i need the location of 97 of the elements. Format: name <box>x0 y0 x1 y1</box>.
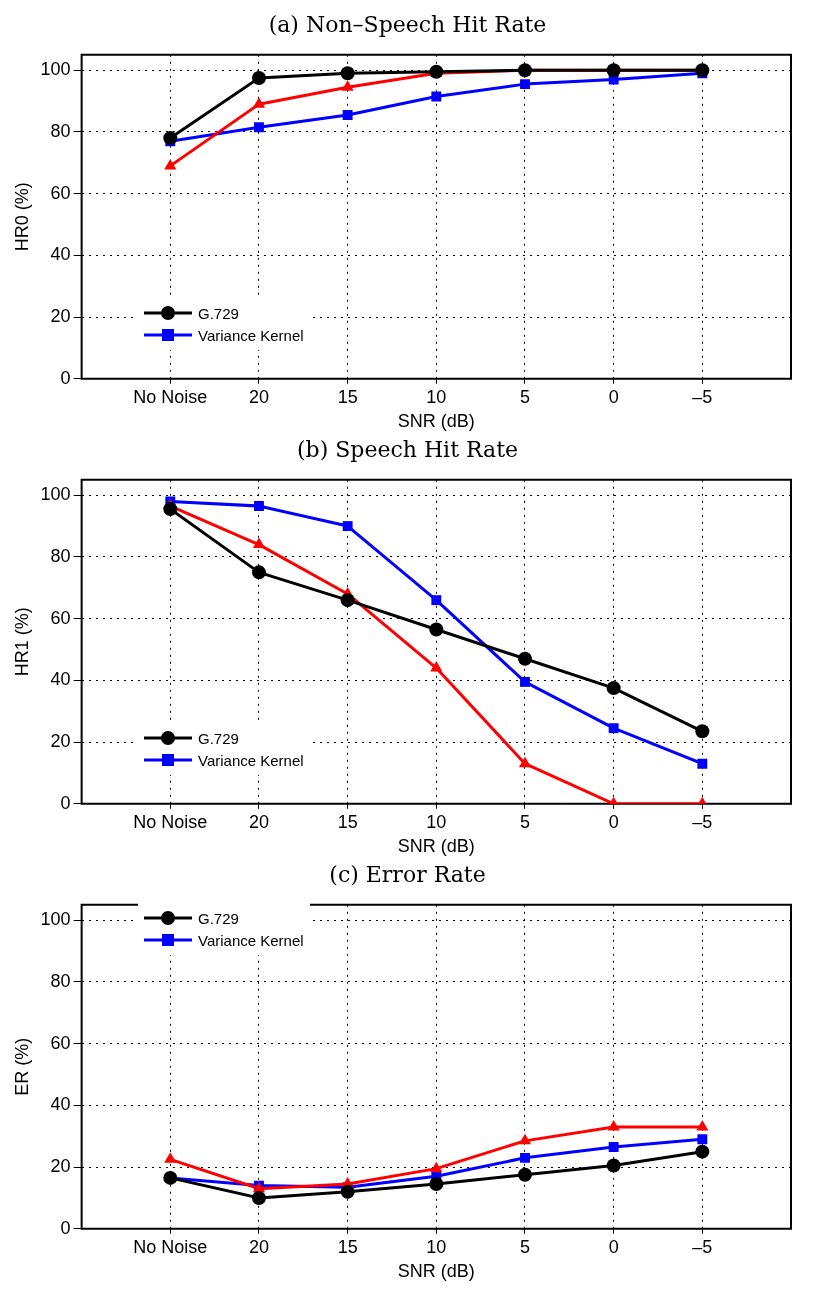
point <box>608 1142 619 1152</box>
point <box>518 1133 532 1145</box>
point <box>608 723 619 734</box>
x-tick-label: 5 <box>519 386 530 407</box>
x-tick-label: 20 <box>248 811 269 832</box>
x-tick-label: –5 <box>692 386 713 407</box>
legend-label: G.729 <box>198 304 239 322</box>
x-tick-label: –5 <box>692 1236 713 1257</box>
point <box>697 758 708 769</box>
y-tick-label: 100 <box>40 909 71 930</box>
y-tick-label: 0 <box>60 367 71 388</box>
point <box>517 63 532 78</box>
point <box>431 91 442 102</box>
point <box>340 593 355 608</box>
x-tick-label: –5 <box>692 811 713 832</box>
x-tick-label: 10 <box>426 1236 447 1257</box>
x-tick-label: 20 <box>248 1236 269 1257</box>
point <box>695 1144 710 1159</box>
x-tick-label: 15 <box>337 386 358 407</box>
x-axis-title: SNR (dB) <box>397 1261 475 1282</box>
y-tick-label: 40 <box>50 1094 71 1115</box>
point <box>254 501 264 511</box>
point <box>251 565 266 580</box>
x-tick-label: 5 <box>519 811 530 832</box>
point <box>520 79 530 90</box>
legend-label: G.729 <box>198 909 239 927</box>
point <box>520 676 530 687</box>
y-tick-label: 40 <box>50 669 71 690</box>
y-tick-label: 80 <box>50 545 71 566</box>
point <box>607 1119 620 1131</box>
point <box>429 1177 444 1192</box>
point <box>520 1152 530 1163</box>
y-tick-label: 80 <box>50 120 71 141</box>
point <box>342 521 353 532</box>
point <box>252 97 266 108</box>
x-tick-label: 0 <box>608 1236 619 1257</box>
point <box>518 756 532 768</box>
point <box>606 63 621 78</box>
point <box>251 1190 266 1205</box>
y-tick-label: 60 <box>50 1032 71 1053</box>
x-tick-label: 10 <box>426 811 447 832</box>
x-tick-label: 10 <box>426 386 447 407</box>
point <box>342 110 353 120</box>
y-tick-label: 80 <box>50 970 71 991</box>
y-tick-label: 20 <box>50 731 71 752</box>
point <box>252 537 266 549</box>
x-tick-label: 15 <box>337 811 358 832</box>
point <box>164 1152 177 1163</box>
point <box>517 1167 532 1182</box>
chart-title: (c) Error Rate <box>328 861 487 889</box>
x-tick-label: No Noise <box>133 386 208 407</box>
y-tick-label: 100 <box>40 59 71 80</box>
legend-label: Variance Kernel <box>198 326 304 344</box>
x-axis-title: SNR (dB) <box>397 411 475 432</box>
chart-title: (a) Non–Speech Hit Rate <box>267 11 548 39</box>
point <box>163 131 178 146</box>
legend-label: G.729 <box>198 729 239 747</box>
legend-label: Variance Kernel <box>198 931 304 949</box>
point <box>696 1119 709 1131</box>
x-axis-title: SNR (dB) <box>397 836 475 857</box>
y-tick-label: 0 <box>60 792 71 813</box>
point <box>697 1134 708 1145</box>
point <box>340 1184 355 1199</box>
x-tick-label: No Noise <box>133 811 208 832</box>
y-axis-title: HR1 (%) <box>11 607 32 677</box>
point <box>429 622 444 637</box>
y-tick-label: 0 <box>60 1217 71 1238</box>
x-tick-label: 15 <box>337 1236 358 1257</box>
point <box>431 595 442 606</box>
y-tick-label: 100 <box>40 484 71 505</box>
x-tick-label: 20 <box>248 386 269 407</box>
point <box>695 724 710 739</box>
point <box>341 80 354 91</box>
y-tick-label: 40 <box>50 244 71 265</box>
point <box>163 502 178 517</box>
point <box>164 158 177 170</box>
x-tick-label: 0 <box>608 811 619 832</box>
y-tick-label: 60 <box>50 182 71 203</box>
y-tick-label: 60 <box>50 607 71 628</box>
x-tick-label: 5 <box>519 1236 530 1257</box>
point <box>430 1161 443 1173</box>
point <box>430 661 443 672</box>
point <box>606 1158 621 1173</box>
y-axis-title: ER (%) <box>11 1037 32 1096</box>
y-axis-title: HR0 (%) <box>11 182 32 252</box>
point <box>606 681 621 696</box>
point <box>695 63 710 78</box>
y-tick-label: 20 <box>50 306 71 327</box>
point <box>517 651 532 666</box>
legend-label: Variance Kernel <box>198 751 304 769</box>
point <box>254 122 264 133</box>
point <box>251 70 266 85</box>
x-tick-label: No Noise <box>133 1236 208 1257</box>
y-tick-label: 20 <box>50 1156 71 1177</box>
point <box>340 66 355 81</box>
x-tick-label: 0 <box>608 386 619 407</box>
chart-title: (b) Speech Hit Rate <box>296 436 519 464</box>
